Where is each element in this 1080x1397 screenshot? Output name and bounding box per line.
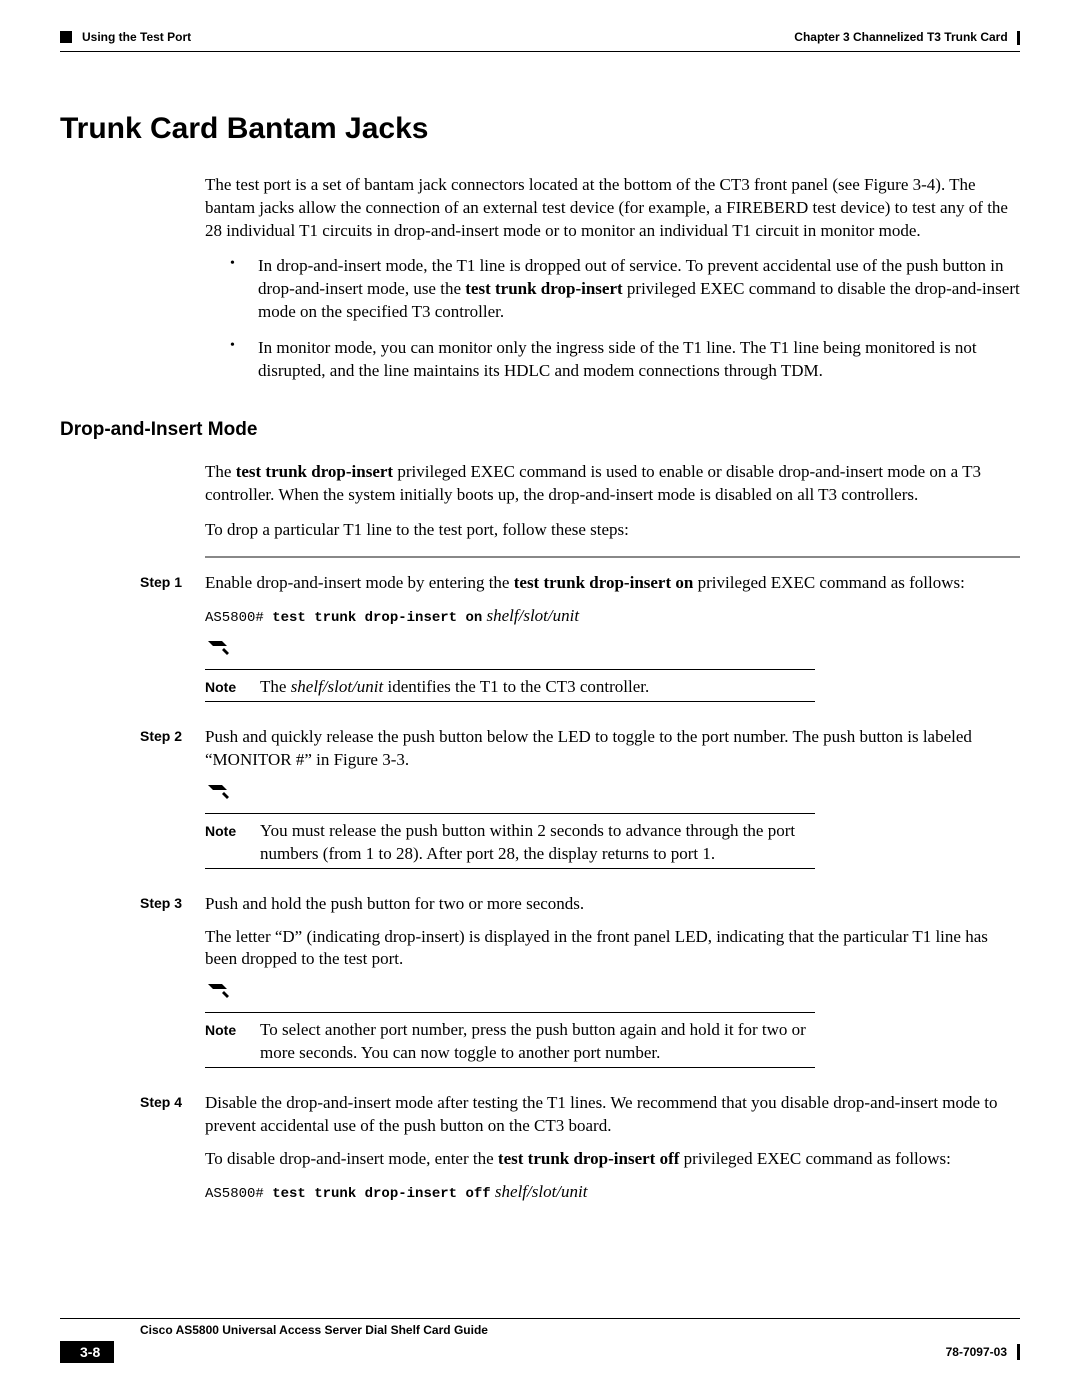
intro-paragraph: The test port is a set of bantam jack co… bbox=[205, 174, 1020, 243]
bullet-list: In drop-and-insert mode, the T1 line is … bbox=[230, 255, 1020, 384]
text-span: privileged EXEC command as follows: bbox=[693, 573, 964, 592]
heading-1: Trunk Card Bantam Jacks bbox=[60, 112, 1020, 146]
header-right-bar-icon bbox=[1017, 31, 1020, 45]
code-arg: shelf/slot/unit bbox=[482, 606, 579, 625]
note-block: Note To select another port number, pres… bbox=[205, 981, 815, 1068]
code-arg: shelf/slot/unit bbox=[491, 1182, 588, 1201]
step-paragraph: Push and hold the push button for two or… bbox=[205, 893, 1020, 916]
page-number-badge: 3-8 bbox=[60, 1341, 114, 1363]
step-paragraph: The letter “D” (indicating drop-insert) … bbox=[205, 926, 1020, 972]
bullet-item: In monitor mode, you can monitor only th… bbox=[230, 337, 1020, 383]
note-label: Note bbox=[205, 820, 260, 866]
step-paragraph: Disable the drop-and-insert mode after t… bbox=[205, 1092, 1020, 1138]
step-content: Enable drop-and-insert mode by entering … bbox=[205, 572, 1020, 712]
note-block: Note The shelf/slot/unit identifies the … bbox=[205, 638, 815, 702]
step-label: Step 1 bbox=[140, 572, 205, 712]
code-line: AS5800# test trunk drop-insert off shelf… bbox=[205, 1181, 1020, 1204]
text-span: To disable drop-and-insert mode, enter t… bbox=[205, 1149, 498, 1168]
text-span: The bbox=[205, 462, 236, 481]
bold-span: test trunk drop-insert bbox=[236, 462, 393, 481]
note-rule bbox=[205, 1012, 815, 1013]
heading-2: Drop-and-Insert Mode bbox=[60, 419, 1020, 441]
code-prompt: AS5800# bbox=[205, 1186, 272, 1202]
doc-number: 78-7097-03 bbox=[946, 1345, 1007, 1359]
footer-doc-title: Cisco AS5800 Universal Access Server Dia… bbox=[140, 1323, 1020, 1337]
note-block: Note You must release the push button wi… bbox=[205, 782, 815, 869]
step-label: Step 4 bbox=[140, 1092, 205, 1214]
header-rule bbox=[60, 51, 1020, 52]
note-pencil-icon bbox=[205, 981, 815, 1010]
code-line: AS5800# test trunk drop-insert on shelf/… bbox=[205, 605, 1020, 628]
bullet-bold: test trunk drop-insert bbox=[465, 279, 622, 298]
code-command: test trunk drop-insert on bbox=[272, 610, 482, 626]
step-row: Step 2 Push and quickly release the push… bbox=[140, 726, 1020, 879]
text-span: The bbox=[260, 677, 291, 696]
note-label: Note bbox=[205, 676, 260, 699]
footer-right-bar-icon bbox=[1017, 1344, 1020, 1360]
note-text: To select another port number, press the… bbox=[260, 1019, 815, 1065]
bold-span: test trunk drop-insert off bbox=[498, 1149, 679, 1168]
step-label: Step 3 bbox=[140, 893, 205, 1079]
section-divider bbox=[205, 556, 1020, 558]
note-rule bbox=[205, 1067, 815, 1068]
italic-span: shelf/slot/unit bbox=[291, 677, 384, 696]
bold-span: test trunk drop-insert on bbox=[514, 573, 694, 592]
page-footer: Cisco AS5800 Universal Access Server Dia… bbox=[60, 1318, 1020, 1363]
header-marker-icon bbox=[60, 31, 72, 43]
step-paragraph: Push and quickly release the push button… bbox=[205, 726, 1020, 772]
step-row: Step 1 Enable drop-and-insert mode by en… bbox=[140, 572, 1020, 712]
text-span: privileged EXEC command as follows: bbox=[679, 1149, 950, 1168]
note-rule bbox=[205, 669, 815, 670]
text-span: Enable drop-and-insert mode by entering … bbox=[205, 573, 514, 592]
bullet-item: In drop-and-insert mode, the T1 line is … bbox=[230, 255, 1020, 324]
note-text: You must release the push button within … bbox=[260, 820, 815, 866]
note-pencil-icon bbox=[205, 638, 815, 667]
body-paragraph: To drop a particular T1 line to the test… bbox=[205, 519, 1020, 542]
note-rule bbox=[205, 813, 815, 814]
note-pencil-icon bbox=[205, 782, 815, 811]
step-content: Push and quickly release the push button… bbox=[205, 726, 1020, 879]
note-label: Note bbox=[205, 1019, 260, 1065]
step-content: Push and hold the push button for two or… bbox=[205, 893, 1020, 1079]
footer-rule bbox=[60, 1318, 1020, 1319]
step-content: Disable the drop-and-insert mode after t… bbox=[205, 1092, 1020, 1214]
body-paragraph: The test trunk drop-insert privileged EX… bbox=[205, 461, 1020, 507]
header-section-title: Using the Test Port bbox=[82, 30, 191, 44]
note-rule bbox=[205, 701, 815, 702]
header-chapter-title: Chapter 3 Channelized T3 Trunk Card bbox=[794, 30, 1007, 44]
step-paragraph: To disable drop-and-insert mode, enter t… bbox=[205, 1148, 1020, 1171]
code-command: test trunk drop-insert off bbox=[272, 1186, 490, 1202]
code-prompt: AS5800# bbox=[205, 610, 272, 626]
step-row: Step 4 Disable the drop-and-insert mode … bbox=[140, 1092, 1020, 1214]
text-span: identifies the T1 to the CT3 controller. bbox=[383, 677, 649, 696]
note-text: The shelf/slot/unit identifies the T1 to… bbox=[260, 676, 815, 699]
note-rule bbox=[205, 868, 815, 869]
step-label: Step 2 bbox=[140, 726, 205, 879]
step-row: Step 3 Push and hold the push button for… bbox=[140, 893, 1020, 1079]
page-header: Using the Test Port Chapter 3 Channelize… bbox=[60, 30, 1020, 45]
